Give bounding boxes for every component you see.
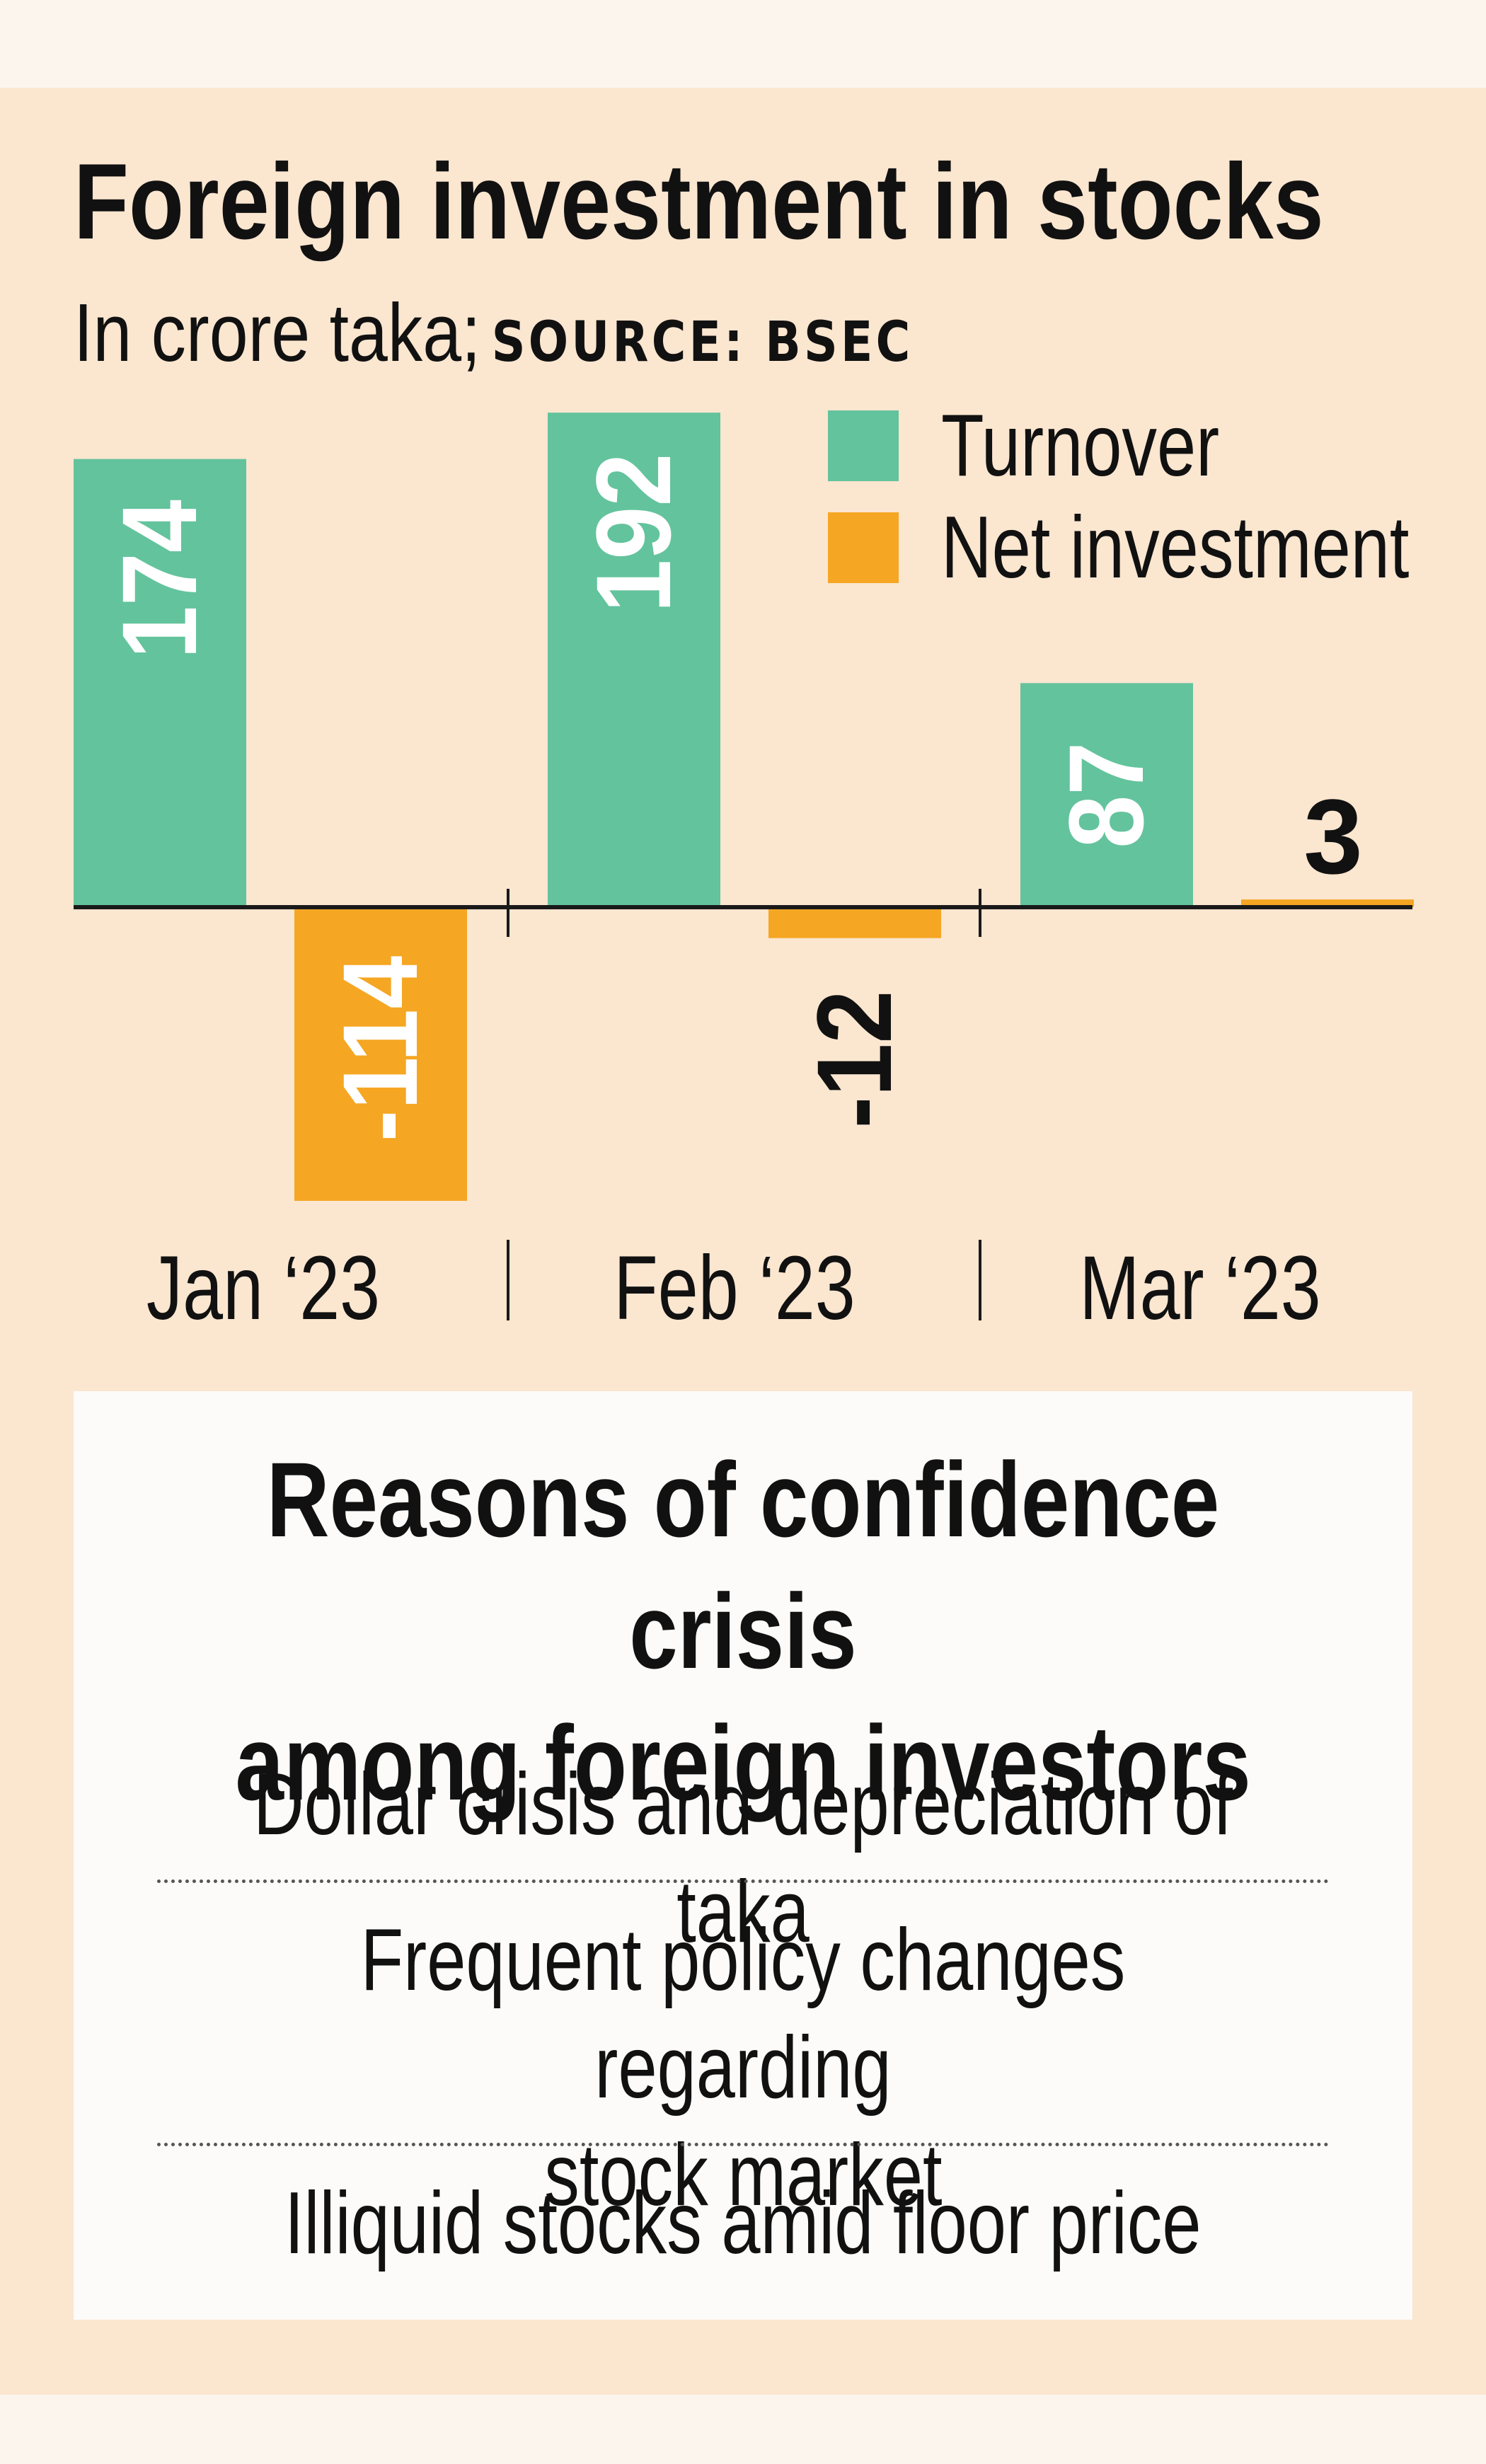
- dotted-divider: [157, 1879, 1329, 1883]
- reason-item: Dollar crisis and depreciation of taka: [116, 1751, 1370, 1966]
- legend-swatch: [828, 410, 899, 481]
- dotted-divider: [157, 2143, 1329, 2146]
- x-tick-label: Mar ‘23: [1079, 1237, 1320, 1339]
- reasons-title: Reasons of confidence crisis among forei…: [74, 1434, 1412, 1829]
- bar-chart: 174 192 87 -114 -12 3 Jan ‘23 Feb ‘23 Mar ‘23 Tur…: [74, 396, 1414, 1339]
- value-label: 174: [100, 500, 219, 659]
- bar-net-investment-2: [1241, 899, 1414, 907]
- reason-item: Illiquid stocks amid floor price: [116, 2170, 1370, 2277]
- bar-turnover-1: [548, 413, 720, 907]
- legend-label: Net investment: [941, 497, 1409, 596]
- bar-net-investment-1: [768, 907, 941, 938]
- value-label: -114: [321, 956, 439, 1142]
- legend-swatch: [828, 512, 899, 583]
- unit-note: In crore taka;: [74, 287, 481, 379]
- value-label: 3: [1303, 777, 1362, 896]
- reason-text: Frequent policy changes regarding: [360, 1911, 1126, 2117]
- bar-net-investment-0: [294, 907, 467, 1201]
- reasons-box: Reasons of confidence crisis among forei…: [74, 1391, 1412, 2320]
- chart-subtitle: In crore taka; SOURCE: BSEC: [74, 287, 914, 379]
- bar-turnover-2: [1020, 683, 1193, 907]
- value-label: 87: [1047, 742, 1165, 848]
- value-label: -12: [795, 990, 914, 1128]
- source-note: SOURCE: BSEC: [491, 311, 914, 374]
- x-tick-label: Feb ‘23: [614, 1237, 856, 1339]
- value-label: 192: [575, 454, 693, 613]
- x-tick-label: Jan ‘23: [146, 1237, 380, 1339]
- reason-text: Dollar crisis and depreciation of taka: [253, 1756, 1233, 1961]
- bar-turnover-0: [74, 459, 246, 907]
- legend-label: Turnover: [941, 396, 1219, 494]
- reason-text: Illiquid stocks amid floor price: [284, 2175, 1202, 2272]
- reasons-title-line-1: Reasons of confidence crisis: [266, 1440, 1220, 1691]
- reasons-title-line-2: among foreign investors: [235, 1703, 1251, 1822]
- chart-title: Foreign investment in stocks: [74, 142, 1324, 262]
